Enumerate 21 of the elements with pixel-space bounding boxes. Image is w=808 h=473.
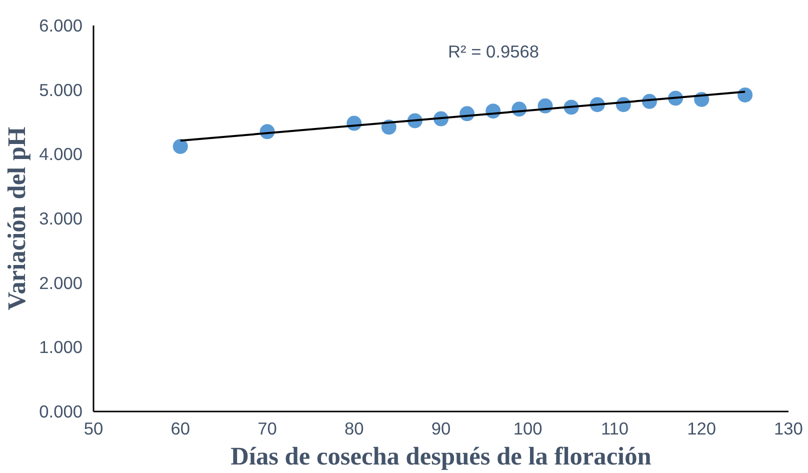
x-tick-label: 120 — [687, 418, 716, 438]
x-tick-label: 90 — [431, 418, 451, 438]
y-tick-label: 0.000 — [39, 402, 83, 422]
y-tick-label: 2.000 — [39, 272, 83, 293]
y-tick-label: 3.000 — [39, 208, 83, 228]
point — [172, 138, 188, 154]
y-tick-label: 1.000 — [39, 337, 83, 358]
annotation: R² = 0.9568 — [448, 42, 540, 62]
x-tick-label: 70 — [258, 418, 277, 438]
x-axis-title: Días de cosecha después de la floración — [230, 442, 652, 470]
y-axis-title: Variación del pH — [3, 126, 32, 310]
point — [738, 87, 753, 102]
x-tick-label: 100 — [513, 418, 542, 438]
x-tick-label: 80 — [344, 418, 364, 438]
y-tick-label: 4.000 — [39, 144, 83, 164]
y-tick-label: 6.000 — [39, 16, 83, 36]
x-tick-label: 110 — [600, 418, 629, 438]
x-tick-label: 50 — [84, 418, 104, 438]
y-tick-label: 5.000 — [39, 80, 83, 100]
x-tick-label: 130 — [774, 418, 803, 438]
x-tick-label: 60 — [170, 418, 190, 438]
